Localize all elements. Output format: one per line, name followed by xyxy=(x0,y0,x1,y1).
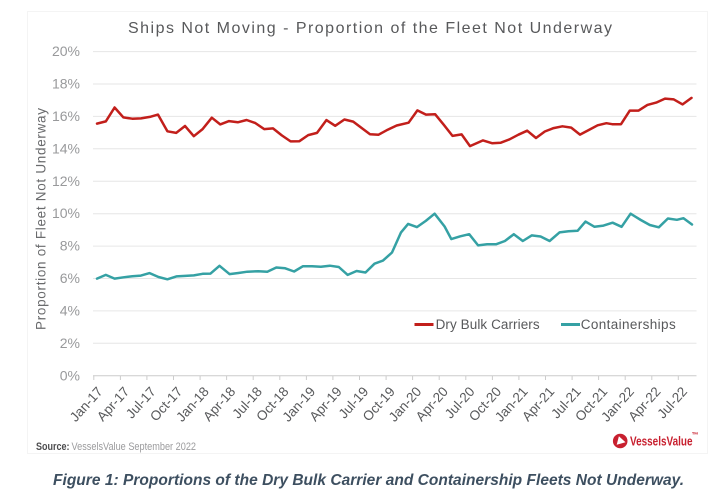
svg-text:Figure 1: Proportions of the D: Figure 1: Proportions of the Dry Bulk Ca… xyxy=(53,472,684,489)
svg-text:14%: 14% xyxy=(52,140,80,156)
svg-text:4%: 4% xyxy=(60,303,80,319)
svg-text:6%: 6% xyxy=(60,270,80,286)
svg-text:™: ™ xyxy=(692,432,699,439)
svg-text:18%: 18% xyxy=(52,76,80,92)
svg-text:8%: 8% xyxy=(60,238,80,254)
svg-text:Jul-22: Jul-22 xyxy=(654,384,690,421)
svg-text:Dry Bulk Carriers: Dry Bulk Carriers xyxy=(436,317,540,332)
svg-text:Ships Not Moving - Proportion: Ships Not Moving - Proportion of the Fle… xyxy=(128,20,612,37)
svg-text:2%: 2% xyxy=(60,335,80,351)
svg-text:20%: 20% xyxy=(52,43,80,59)
svg-text:Containerships: Containerships xyxy=(581,317,676,332)
svg-text:0%: 0% xyxy=(60,367,80,383)
svg-text:10%: 10% xyxy=(52,205,80,221)
svg-text:VesselsValue September 2022: VesselsValue September 2022 xyxy=(72,441,197,453)
svg-text:16%: 16% xyxy=(52,108,80,124)
svg-text:12%: 12% xyxy=(52,173,80,189)
svg-text:Source:: Source: xyxy=(36,441,70,453)
svg-text:VesselsValue: VesselsValue xyxy=(630,434,693,449)
svg-text:Proportion of Fleet Not Underw: Proportion of Fleet Not Underway xyxy=(34,108,49,330)
